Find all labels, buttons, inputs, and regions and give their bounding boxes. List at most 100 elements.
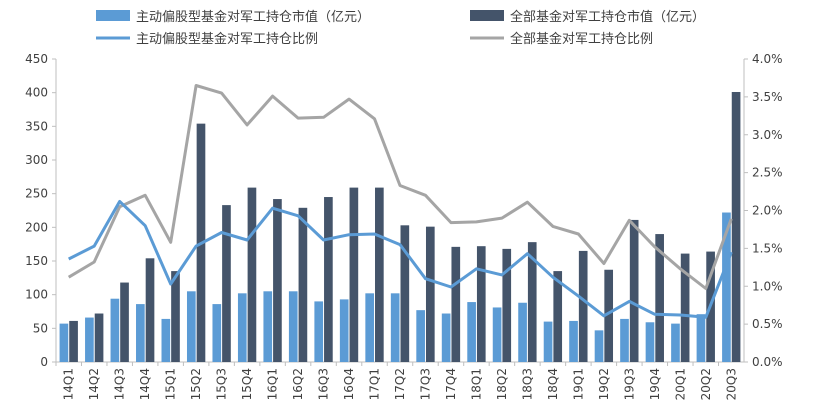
x-tick-label: 19Q1 [571, 368, 585, 400]
y-right-tick-label: 3.0% [752, 128, 783, 142]
x-tick-label: 14Q4 [138, 368, 152, 400]
x-tick-label: 14Q3 [113, 368, 127, 400]
bar-active-fund [390, 293, 400, 362]
bar-active-fund [543, 321, 553, 362]
bar-all-fund [425, 226, 435, 362]
bar-active-fund [696, 314, 706, 362]
x-tick-label: 18Q3 [520, 368, 534, 400]
x-tick-label: 16Q4 [342, 368, 356, 400]
bar-all-fund [731, 91, 741, 362]
x-tick-label: 19Q4 [648, 368, 662, 400]
bar-all-fund [578, 250, 588, 362]
x-tick-label: 19Q3 [622, 368, 636, 400]
bar-active-fund [594, 330, 604, 362]
bar-all-fund [298, 207, 308, 362]
y-right-tick-label: 0.0% [752, 355, 783, 369]
y-left-tick-label: 300 [25, 153, 48, 167]
x-tick-label: 17Q4 [444, 368, 458, 400]
bar-all-fund [375, 187, 384, 362]
y-left-tick-label: 250 [25, 187, 48, 201]
bar-active-fund [645, 322, 655, 362]
x-tick-label: 14Q1 [62, 368, 76, 400]
bar-active-fund [263, 291, 273, 362]
x-tick-label: 18Q1 [469, 368, 483, 400]
x-tick-label: 16Q1 [266, 368, 280, 400]
x-tick-label: 15Q1 [164, 368, 178, 400]
x-tick-label: 17Q1 [368, 368, 382, 400]
x-tick-label: 17Q3 [418, 368, 432, 400]
line-all-fund-ratio [67, 84, 733, 290]
legend-swatch-active-bar [96, 10, 130, 21]
bar-active-fund [186, 291, 196, 362]
y-left-tick-label: 0 [40, 355, 48, 369]
bar-active-fund [416, 310, 425, 362]
bar-all-fund [680, 253, 690, 362]
bar-all-fund [476, 246, 486, 362]
y-left-tick-label: 400 [25, 86, 48, 100]
y-right-tick-label: 1.0% [752, 279, 783, 293]
bar-active-fund [161, 318, 171, 362]
bar-all-fund [69, 320, 78, 362]
bar-active-fund [288, 291, 298, 362]
bar-active-fund [671, 323, 680, 362]
bar-all-fund [502, 248, 512, 362]
bar-all-fund [94, 313, 104, 362]
x-tick-label: 18Q4 [546, 368, 560, 400]
bar-active-fund [237, 293, 247, 362]
y-left-tick-label: 50 [33, 321, 48, 335]
y-left-tick-label: 150 [25, 254, 48, 268]
bar-all-fund [349, 187, 359, 362]
line-active-fund-ratio [68, 199, 733, 319]
x-tick-label: 19Q2 [597, 368, 611, 400]
bar-active-fund [314, 301, 324, 362]
bar-active-fund [85, 317, 94, 362]
bar-active-fund [467, 302, 476, 362]
bar-all-fund [145, 258, 155, 362]
x-tick-label: 15Q4 [240, 368, 254, 400]
bar-all-fund [451, 246, 461, 362]
x-tick-label: 14Q2 [87, 368, 101, 400]
bar-all-fund [171, 271, 180, 362]
y-right-tick-label: 2.5% [752, 166, 783, 180]
bar-active-fund [518, 302, 527, 362]
y-left-tick-label: 450 [25, 52, 48, 66]
bar-all-fund [604, 269, 614, 362]
y-right-tick-label: 3.5% [752, 90, 783, 104]
bar-active-fund [492, 307, 502, 362]
y-right-tick-label: 2.0% [752, 204, 783, 218]
legend-label-active-line: 主动偏股型基金对军工持仓比例 [136, 31, 318, 47]
bar-all-fund [553, 271, 563, 362]
x-tick-label: 20Q1 [673, 368, 687, 400]
x-tick-label: 15Q3 [215, 368, 229, 400]
bar-all-fund [527, 242, 537, 362]
x-tick-label: 18Q2 [495, 368, 509, 400]
bar-all-fund [324, 197, 333, 362]
bar-active-fund [212, 304, 222, 362]
bar-all-fund [120, 282, 129, 362]
legend-label-all-line: 全部基金对军工持仓比例 [510, 31, 653, 47]
legend-label-all-bar: 全部基金对军工持仓市值（亿元） [510, 9, 705, 25]
bar-active-fund [722, 212, 731, 362]
y-right-tick-label: 1.5% [752, 241, 783, 255]
legend-swatch-all-bar [470, 10, 504, 21]
legend: 主动偏股型基金对军工持仓市值（亿元） 全部基金对军工持仓市值（亿元） 主动偏股型… [96, 9, 705, 47]
bar-active-fund [441, 313, 451, 362]
bar-active-fund [620, 318, 629, 362]
bar-all-fund [400, 225, 410, 362]
y-left-tick-label: 350 [25, 119, 48, 133]
bar-active-fund [569, 320, 578, 362]
plot-area: 0 50 100 150 200 250 300 350 400 450 0.0% 0.5% 1.0% 1… [25, 52, 782, 400]
y-right-tick-label: 0.5% [752, 317, 783, 331]
legend-label-active-bar: 主动偏股型基金对军工持仓市值（亿元） [136, 9, 370, 25]
y-right-tick-label: 4.0% [752, 52, 783, 66]
bar-active-fund [110, 298, 120, 362]
x-tick-label: 16Q3 [317, 368, 331, 400]
x-tick-label: 15Q2 [189, 368, 203, 400]
bar-active-fund [365, 293, 375, 362]
bar-all-fund [247, 187, 257, 362]
x-tick-label: 17Q2 [393, 368, 407, 400]
y-left-tick-label: 100 [25, 288, 48, 302]
x-tick-label: 16Q2 [291, 368, 305, 400]
bar-all-fund [655, 234, 664, 362]
